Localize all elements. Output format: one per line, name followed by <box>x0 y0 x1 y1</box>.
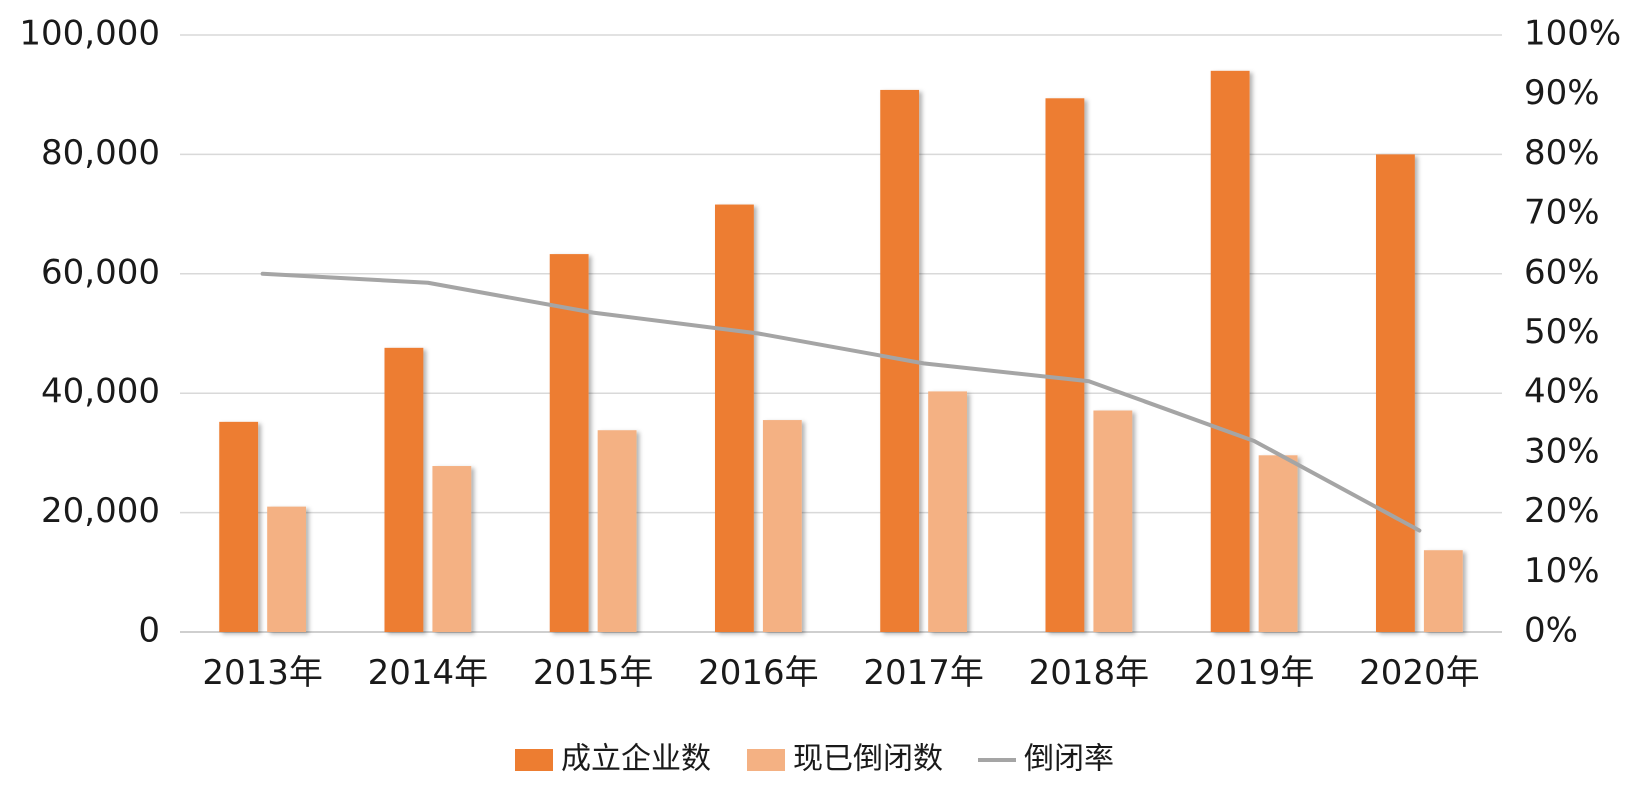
bar-established-3 <box>714 204 754 632</box>
bar-established-6 <box>1210 70 1250 632</box>
y-right-tick-label: 30% <box>1524 431 1600 471</box>
y-right-tick-label: 90% <box>1524 73 1600 113</box>
x-category-label: 2019年 <box>1194 653 1315 693</box>
y-right-tick-label: 40% <box>1524 372 1600 412</box>
y-right-tick-label: 80% <box>1524 133 1600 173</box>
x-category-label: 2020年 <box>1359 653 1480 693</box>
right-axis: 0% 10% 20% 30% 40% 50% 60% 70% 80% 90% 100% <box>1524 14 1621 651</box>
y-right-tick-label: 10% <box>1524 551 1600 591</box>
bar-established-0 <box>219 421 259 632</box>
y-left-tick-label: 60,000 <box>41 252 160 292</box>
legend-swatch-1 <box>747 749 785 771</box>
y-left-tick-label: 20,000 <box>41 491 160 531</box>
legend: 成立企业数 现已倒闭数 倒闭率 <box>515 742 1114 777</box>
closure-rate-line <box>260 271 1422 533</box>
y-right-tick-label: 0% <box>1524 611 1578 651</box>
bar-established-1 <box>384 347 424 632</box>
left-axis: 0 20,000 40,000 60,000 80,000 100,000 <box>19 14 160 651</box>
x-category-label: 2016年 <box>698 653 819 693</box>
gridlines <box>180 34 1502 633</box>
bar-closed-7 <box>1423 550 1463 632</box>
y-right-tick-label: 70% <box>1524 193 1600 233</box>
bar-closed-5 <box>1093 410 1133 632</box>
bars <box>219 70 1463 633</box>
x-axis-categories: 2013年 2014年 2015年 2016年 2017年 2018年 2019年 2020年 <box>202 653 1479 693</box>
bar-established-5 <box>1045 98 1085 633</box>
legend-swatch-0 <box>515 749 553 771</box>
x-category-label: 2013年 <box>202 653 323 693</box>
y-right-tick-label: 60% <box>1524 252 1600 292</box>
y-left-tick-label: 0 <box>138 611 160 651</box>
legend-label-1: 现已倒闭数 <box>793 742 943 777</box>
y-left-tick-label: 100,000 <box>19 14 160 54</box>
bar-closed-6 <box>1258 455 1298 632</box>
legend-label-0: 成立企业数 <box>561 742 711 777</box>
y-left-tick-label: 40,000 <box>41 372 160 412</box>
bar-closed-4 <box>928 391 968 632</box>
y-right-tick-label: 100% <box>1524 14 1621 54</box>
y-left-tick-label: 80,000 <box>41 133 160 173</box>
x-category-label: 2015年 <box>533 653 654 693</box>
legend-label-2: 倒闭率 <box>1024 742 1114 777</box>
x-category-label: 2018年 <box>1029 653 1150 693</box>
y-right-tick-label: 50% <box>1524 312 1600 352</box>
y-right-tick-label: 20% <box>1524 491 1600 531</box>
bar-established-7 <box>1375 154 1415 632</box>
x-category-label: 2014年 <box>368 653 489 693</box>
bar-established-2 <box>549 254 589 632</box>
bar-closed-0 <box>267 506 307 632</box>
rate-line <box>260 271 1422 533</box>
bar-closed-3 <box>762 420 802 632</box>
bar-closed-1 <box>432 466 472 632</box>
x-category-label: 2017年 <box>863 653 984 693</box>
bar-closed-2 <box>597 430 637 632</box>
